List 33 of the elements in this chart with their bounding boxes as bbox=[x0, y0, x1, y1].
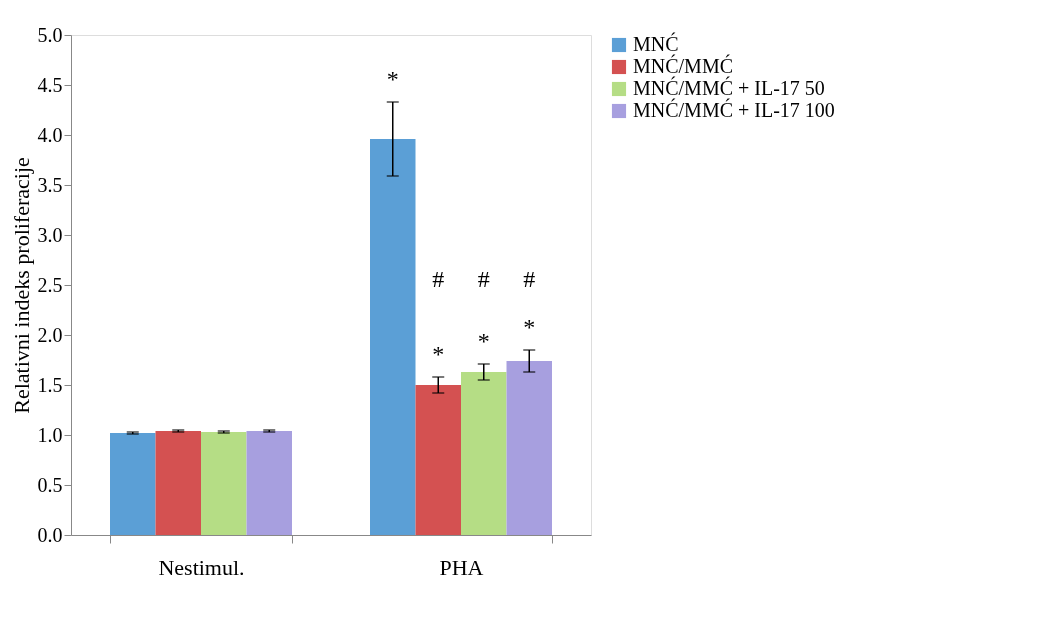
bar bbox=[246, 431, 292, 535]
annotation: * bbox=[523, 314, 536, 340]
annotation: # bbox=[432, 266, 445, 292]
y-tick-label: 0.5 bbox=[37, 473, 63, 496]
y-tick-label: 1.5 bbox=[37, 373, 63, 396]
y-tick-label: 1.0 bbox=[37, 423, 63, 446]
annotation: * bbox=[386, 66, 399, 92]
bar bbox=[155, 431, 201, 535]
y-tick-label: 5.0 bbox=[37, 23, 63, 46]
y-tick-label: 3.0 bbox=[37, 223, 63, 246]
annotation: # bbox=[523, 266, 536, 292]
y-tick-label: 3.5 bbox=[37, 173, 63, 196]
bar bbox=[415, 385, 461, 535]
y-tick-label: 4.5 bbox=[37, 73, 63, 96]
annotation: * bbox=[432, 341, 445, 367]
y-tick-label: 0.0 bbox=[37, 523, 63, 546]
legend-label: MNĆ/MMĆ + IL-17 100 bbox=[633, 98, 835, 121]
bar bbox=[506, 361, 552, 535]
annotation: * bbox=[477, 328, 490, 354]
bar bbox=[461, 372, 507, 535]
bar bbox=[110, 433, 156, 535]
annotation: # bbox=[477, 266, 490, 292]
legend-label: MNĆ/MMĆ bbox=[633, 54, 734, 77]
y-tick-label: 2.0 bbox=[37, 323, 63, 346]
legend-label: MNĆ/MMĆ + IL-17 50 bbox=[633, 76, 825, 99]
legend-label: MNĆ bbox=[633, 32, 679, 55]
bar bbox=[201, 432, 247, 535]
bar bbox=[370, 139, 416, 535]
x-tick-label: Nestimul. bbox=[158, 554, 245, 580]
y-tick-label: 4.0 bbox=[37, 123, 63, 146]
y-tick-label: 2.5 bbox=[37, 273, 63, 296]
x-tick-label: PHA bbox=[439, 554, 484, 580]
y-axis-title: Relativni indeks proliferacije bbox=[8, 157, 34, 414]
